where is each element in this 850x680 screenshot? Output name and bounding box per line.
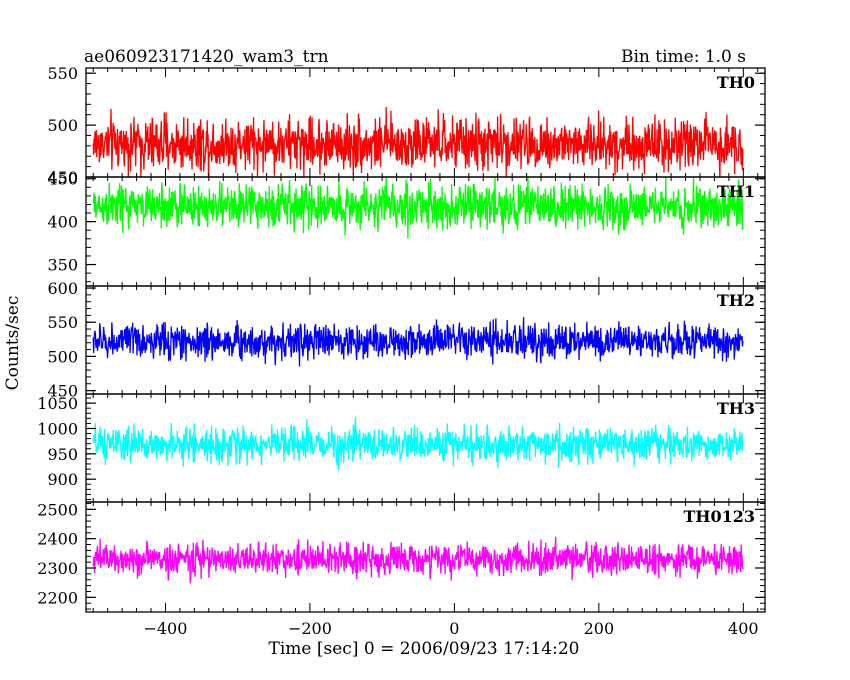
y-tick-label: 500 (47, 116, 78, 135)
x-axis-label: Time [sec] 0 = 2006/09/23 17:14:20 (269, 639, 580, 659)
y-tick-label: 2500 (37, 500, 78, 519)
chart-title: ae060923171420_wam3_trn (84, 47, 329, 67)
y-tick-label: 2200 (37, 588, 78, 607)
panel-label-th0123: TH0123 (683, 507, 755, 526)
panel-label-th0: TH0 (717, 73, 755, 92)
y-axis-label: Counts/sec (3, 296, 23, 391)
y-tick-label: 450 (47, 382, 78, 401)
y-tick-label: 1000 (37, 419, 78, 438)
y-tick-label: 350 (47, 256, 78, 275)
y-tick-label: 900 (47, 470, 78, 489)
y-tick-label: 550 (47, 64, 78, 83)
x-axis: −400 −200 0 200 400 (143, 619, 758, 638)
panel-th3: 900 950 1000 1050 TH3 (37, 393, 766, 503)
x-tick-label: 400 (728, 619, 759, 638)
x-tick-label: −400 (143, 619, 187, 638)
x-tick-label: −200 (288, 619, 332, 638)
series-line-th2 (92, 317, 744, 367)
series-line-th1 (92, 177, 744, 239)
panel-th0123: 2200 2300 2400 2500 TH0123 (37, 500, 766, 613)
panel-th1: 350 400 450 TH1 (47, 170, 766, 287)
bin-time-label: Bin time: 1.0 s (621, 47, 746, 67)
y-tick-label: 550 (47, 313, 78, 332)
y-tick-label: 600 (47, 279, 78, 298)
y-tick-label: 450 (47, 168, 78, 187)
series-line-th3 (92, 417, 744, 471)
panel-label-th1: TH1 (717, 182, 755, 201)
x-tick-label: 200 (584, 619, 615, 638)
panel-th0: 450 500 550 TH0 (47, 64, 766, 187)
panel-th2: 450 500 550 600 TH2 (47, 279, 766, 401)
y-tick-label: 1050 (37, 394, 78, 413)
y-tick-label: 500 (47, 347, 78, 366)
y-tick-label: 2300 (37, 559, 78, 578)
y-tick-label: 950 (47, 445, 78, 464)
panel-frame (85, 176, 766, 287)
x-tick-label: 0 (449, 619, 459, 638)
y-tick-label: 2400 (37, 530, 78, 549)
y-tick-label: 400 (47, 213, 78, 232)
panel-label-th2: TH2 (717, 291, 755, 310)
series-line-th0 (92, 106, 744, 177)
y-tick-label: 450 (47, 170, 78, 189)
panel-label-th3: TH3 (717, 399, 755, 418)
series-line-th0123 (92, 536, 744, 584)
